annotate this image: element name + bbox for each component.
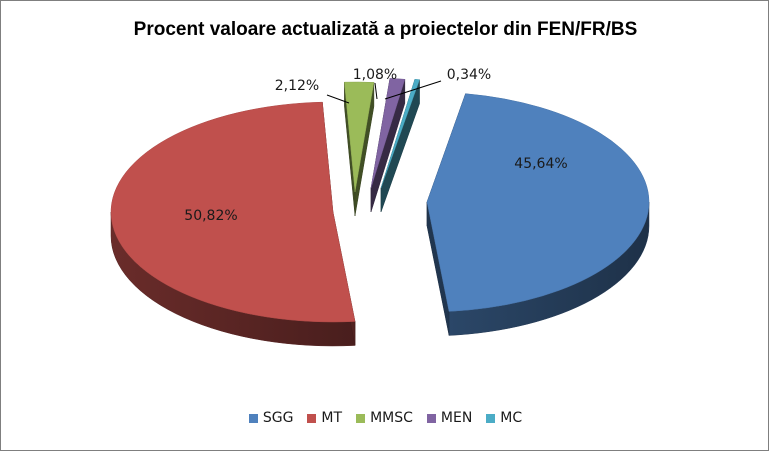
leader-line-mc — [384, 80, 442, 100]
slice-top-men — [370, 78, 406, 189]
slice-mt — [110, 101, 356, 347]
legend: SGG MT MMSC MEN MC — [1, 410, 769, 426]
chart-title: Procent valoare actualizată a proiectelo… — [133, 19, 638, 40]
leader-line-men — [374, 82, 378, 100]
legend-swatch-mt — [307, 413, 317, 423]
slice-sgg — [426, 93, 650, 336]
slice-mc — [380, 79, 420, 213]
legend-label-mmsc: MMSC — [370, 410, 413, 426]
legend-label-men: MEN — [440, 410, 473, 426]
slice-men — [370, 78, 406, 213]
slice-top-sgg — [426, 93, 650, 312]
legend-swatch-men — [426, 413, 436, 423]
data-label-mc: 0,34% — [447, 67, 491, 83]
legend-item-mmsc: MMSC — [356, 410, 413, 426]
slice-top-mmsc — [344, 81, 375, 193]
data-label-sgg: 45,64% — [514, 156, 567, 172]
legend-item-sgg: SGG — [248, 410, 294, 426]
slice-mmsc — [344, 81, 375, 217]
data-label-mmsc: 2,12% — [275, 78, 319, 94]
legend-item-mc: MC — [486, 410, 522, 426]
leader-line-mmsc — [326, 94, 350, 104]
slice-top-mt — [110, 101, 356, 323]
legend-item-mt: MT — [307, 410, 342, 426]
legend-item-men: MEN — [426, 410, 473, 426]
slice-top-mc — [380, 79, 420, 189]
legend-label-sgg: SGG — [262, 410, 294, 426]
legend-swatch-mmsc — [356, 413, 366, 423]
legend-label-mc: MC — [500, 410, 523, 426]
legend-swatch-sgg — [248, 413, 258, 423]
legend-swatch-mc — [486, 413, 496, 423]
data-label-men: 1,08% — [353, 67, 397, 83]
data-label-mt: 50,82% — [184, 208, 237, 224]
legend-label-mt: MT — [321, 410, 343, 426]
